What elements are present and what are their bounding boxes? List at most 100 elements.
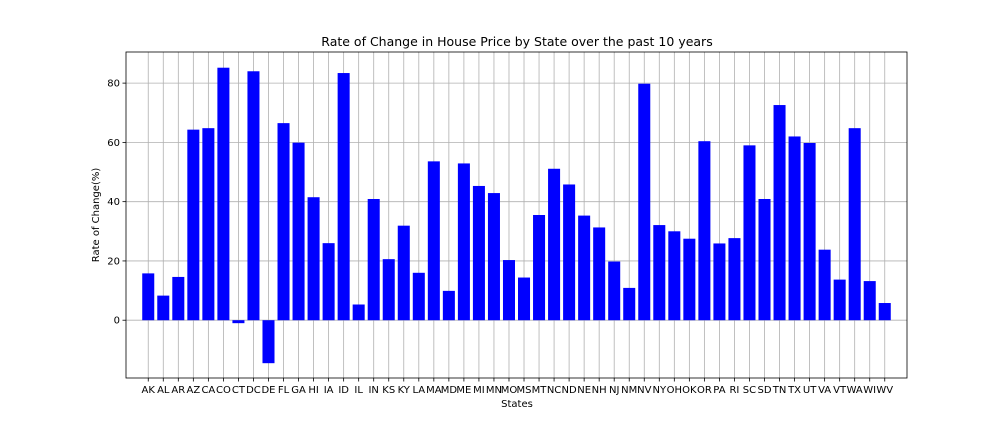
x-tick-label: KS [382,385,395,396]
x-tick-label: SD [757,385,771,396]
x-tick-label: OH [667,385,682,396]
y-tick-label: 0 [114,316,120,327]
bar-nd [563,184,576,321]
x-tick-label: CA [201,385,215,396]
x-tick-label: PA [713,385,725,396]
bar-tn [773,105,786,321]
bar-md [442,290,455,321]
bar-tx [788,136,801,321]
bar-co [217,67,230,321]
y-tick-label: 60 [107,138,120,149]
x-tick-label: MO [501,385,518,396]
bar-mt [533,215,546,321]
bar-wi [863,281,876,321]
x-tick-label: SC [743,385,756,396]
x-tick-label: ND [562,385,577,396]
x-tick-label: MA [426,385,442,396]
bar-sc [743,145,756,321]
x-axis-ticks: AK AL AR AZ CA CO CT DC DE FL GA HI IA ID IL IN KS KY LA MA… [142,378,893,396]
bar-al [157,295,170,321]
x-tick-label: VA [818,385,831,396]
y-tick-label: 40 [107,197,120,208]
x-tick-label: WV [876,385,893,396]
x-tick-label: IA [324,385,334,396]
x-tick-label: NY [652,385,666,396]
bar-mn [487,193,500,321]
bar-ga [292,142,305,321]
x-tick-label: MN [486,385,502,396]
bar-sd [758,198,771,321]
bar-ne [578,215,591,321]
x-tick-label: AZ [186,385,200,396]
x-tick-label: NM [621,385,637,396]
x-axis-label: States [501,399,533,410]
bar-nm [623,287,636,321]
bar-de [262,320,275,364]
bar-dc [247,71,260,321]
x-tick-label: VT [833,385,847,396]
bar-nv [638,83,651,321]
x-tick-label: DC [246,385,261,396]
x-tick-label: NJ [609,385,619,396]
bar-ct [232,320,245,324]
bar-il [352,304,365,321]
bar-az [187,129,200,321]
x-tick-label: FL [278,385,290,396]
x-tick-label: MS [517,385,532,396]
x-tick-label: TN [772,385,787,396]
x-tick-label: AL [157,385,170,396]
bar-id [337,73,350,321]
bar-oh [668,231,681,321]
bar-ut [803,142,816,321]
x-tick-label: ME [456,385,471,396]
x-tick-label: DE [261,385,275,396]
bar-va [818,249,831,321]
x-tick-label: NV [637,385,651,396]
bar-ar [172,276,185,321]
x-tick-label: CT [232,385,246,396]
x-tick-label: RI [729,385,739,396]
bars [142,67,891,364]
bar-or [698,141,711,321]
bar-ny [653,225,666,321]
y-axis-ticks: 0 20 40 60 80 [107,79,126,327]
bar-ak [142,273,155,321]
bar-pa [713,243,726,321]
bar-ok [683,238,696,321]
bar-ca [202,128,215,321]
bar-vt [833,279,846,321]
bar-ms [518,277,531,321]
bar-ia [322,243,335,321]
y-tick-label: 80 [107,79,120,90]
x-tick-label: MD [441,385,458,396]
x-tick-label: ID [338,385,349,396]
x-tick-label: LA [412,385,425,396]
bar-ky [397,225,410,321]
bar-ri [728,238,741,321]
y-axis-label: Rate of Change(%) [91,168,102,263]
plot-frame [125,51,908,379]
x-tick-label: NE [577,385,591,396]
x-tick-label: OK [682,385,697,396]
bar-nh [593,227,606,321]
x-tick-label: MT [532,385,548,396]
x-tick-label: IL [354,385,363,396]
x-tick-label: WA [847,385,863,396]
x-tick-label: UT [803,385,817,396]
x-tick-label: OR [697,385,712,396]
bar-mo [502,260,515,321]
bar-wv [878,303,891,321]
bar-la [412,272,425,321]
x-tick-label: TX [787,385,801,396]
bar-nc [548,168,561,321]
x-tick-label: NH [592,385,607,396]
x-tick-label: NC [547,385,561,396]
bar-mi [472,185,485,321]
bar-ks [382,259,395,321]
bar-wa [848,128,861,321]
x-tick-label: WI [863,385,876,396]
bar-me [457,163,470,321]
y-tick-label: 20 [107,256,120,267]
bar-in [367,198,380,321]
